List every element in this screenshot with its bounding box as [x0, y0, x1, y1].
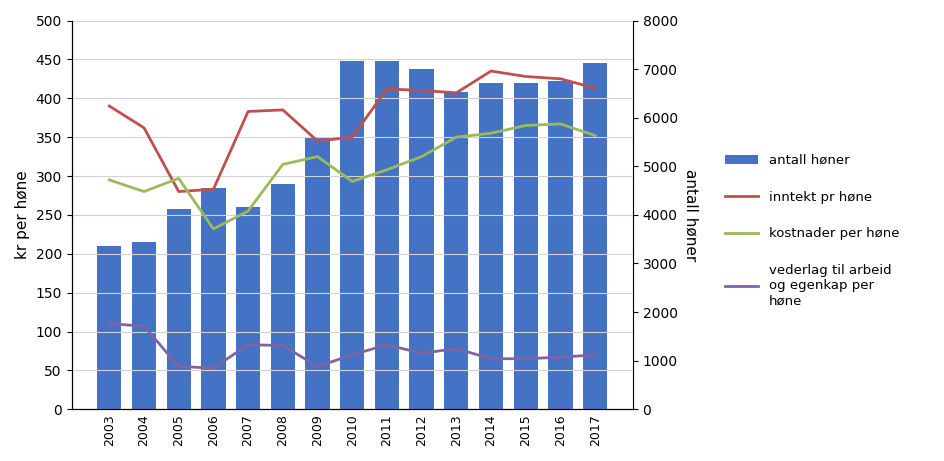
- Bar: [513, 83, 537, 409]
- vederlag til arbeid
og egenkap per
høne: [243, 342, 254, 348]
- kostnader per høne: [519, 123, 531, 128]
- Line: vederlag til arbeid
og egenkap per
høne: vederlag til arbeid og egenkap per høne: [110, 324, 595, 368]
- kostnader per høne: [104, 177, 115, 183]
- kostnader per høne: [312, 154, 323, 160]
- kostnader per høne: [173, 176, 184, 181]
- Legend: antall høner, inntekt pr høne, kostnader per høne, vederlag til arbeid
og egenka: antall høner, inntekt pr høne, kostnader…: [719, 148, 903, 313]
- Y-axis label: antall høner: antall høner: [683, 169, 698, 261]
- vederlag til arbeid
og egenkap per
høne: [138, 323, 149, 329]
- inntekt pr høne: [589, 85, 600, 91]
- kostnader per høne: [346, 179, 358, 184]
- kostnader per høne: [380, 167, 392, 172]
- Bar: [548, 81, 572, 409]
- vederlag til arbeid
og egenkap per
høne: [485, 356, 497, 361]
- Bar: [375, 61, 398, 409]
- Bar: [132, 242, 156, 409]
- kostnader per høne: [415, 154, 427, 160]
- vederlag til arbeid
og egenkap per
høne: [380, 342, 392, 348]
- inntekt pr høne: [485, 68, 497, 74]
- vederlag til arbeid
og egenkap per
høne: [415, 350, 427, 356]
- kostnader per høne: [243, 208, 254, 214]
- kostnader per høne: [208, 226, 219, 231]
- inntekt pr høne: [554, 76, 565, 82]
- Y-axis label: kr per høne: kr per høne: [15, 171, 30, 259]
- Line: inntekt pr høne: inntekt pr høne: [110, 71, 595, 192]
- Bar: [582, 63, 607, 409]
- inntekt pr høne: [104, 103, 115, 109]
- Bar: [270, 184, 295, 409]
- inntekt pr høne: [312, 138, 323, 144]
- vederlag til arbeid
og egenkap per
høne: [589, 352, 600, 358]
- vederlag til arbeid
og egenkap per
høne: [208, 365, 219, 371]
- kostnader per høne: [554, 121, 565, 127]
- kostnader per høne: [589, 133, 600, 138]
- Line: kostnader per høne: kostnader per høne: [110, 124, 595, 229]
- inntekt pr høne: [380, 86, 392, 92]
- vederlag til arbeid
og egenkap per
høne: [519, 356, 531, 361]
- inntekt pr høne: [243, 109, 254, 114]
- vederlag til arbeid
og egenkap per
høne: [104, 321, 115, 326]
- Bar: [201, 188, 226, 409]
- kostnader per høne: [485, 130, 497, 136]
- vederlag til arbeid
og egenkap per
høne: [173, 364, 184, 369]
- Bar: [409, 70, 433, 409]
- inntekt pr høne: [277, 107, 288, 112]
- vederlag til arbeid
og egenkap per
høne: [277, 343, 288, 348]
- vederlag til arbeid
og egenkap per
høne: [312, 364, 323, 369]
- Bar: [340, 61, 364, 409]
- kostnader per høne: [277, 161, 288, 167]
- Bar: [97, 246, 122, 409]
- vederlag til arbeid
og egenkap per
høne: [346, 352, 358, 358]
- inntekt pr høne: [138, 125, 149, 130]
- kostnader per høne: [138, 189, 149, 195]
- Bar: [166, 209, 191, 409]
- inntekt pr høne: [415, 88, 427, 93]
- inntekt pr høne: [519, 74, 531, 79]
- inntekt pr høne: [346, 134, 358, 140]
- Bar: [305, 137, 329, 409]
- vederlag til arbeid
og egenkap per
høne: [554, 355, 565, 360]
- inntekt pr høne: [173, 189, 184, 195]
- Bar: [236, 207, 260, 409]
- vederlag til arbeid
og egenkap per
høne: [450, 346, 462, 351]
- inntekt pr høne: [450, 90, 462, 95]
- Bar: [444, 92, 468, 409]
- inntekt pr høne: [208, 186, 219, 192]
- kostnader per høne: [450, 134, 462, 140]
- Bar: [479, 83, 502, 409]
